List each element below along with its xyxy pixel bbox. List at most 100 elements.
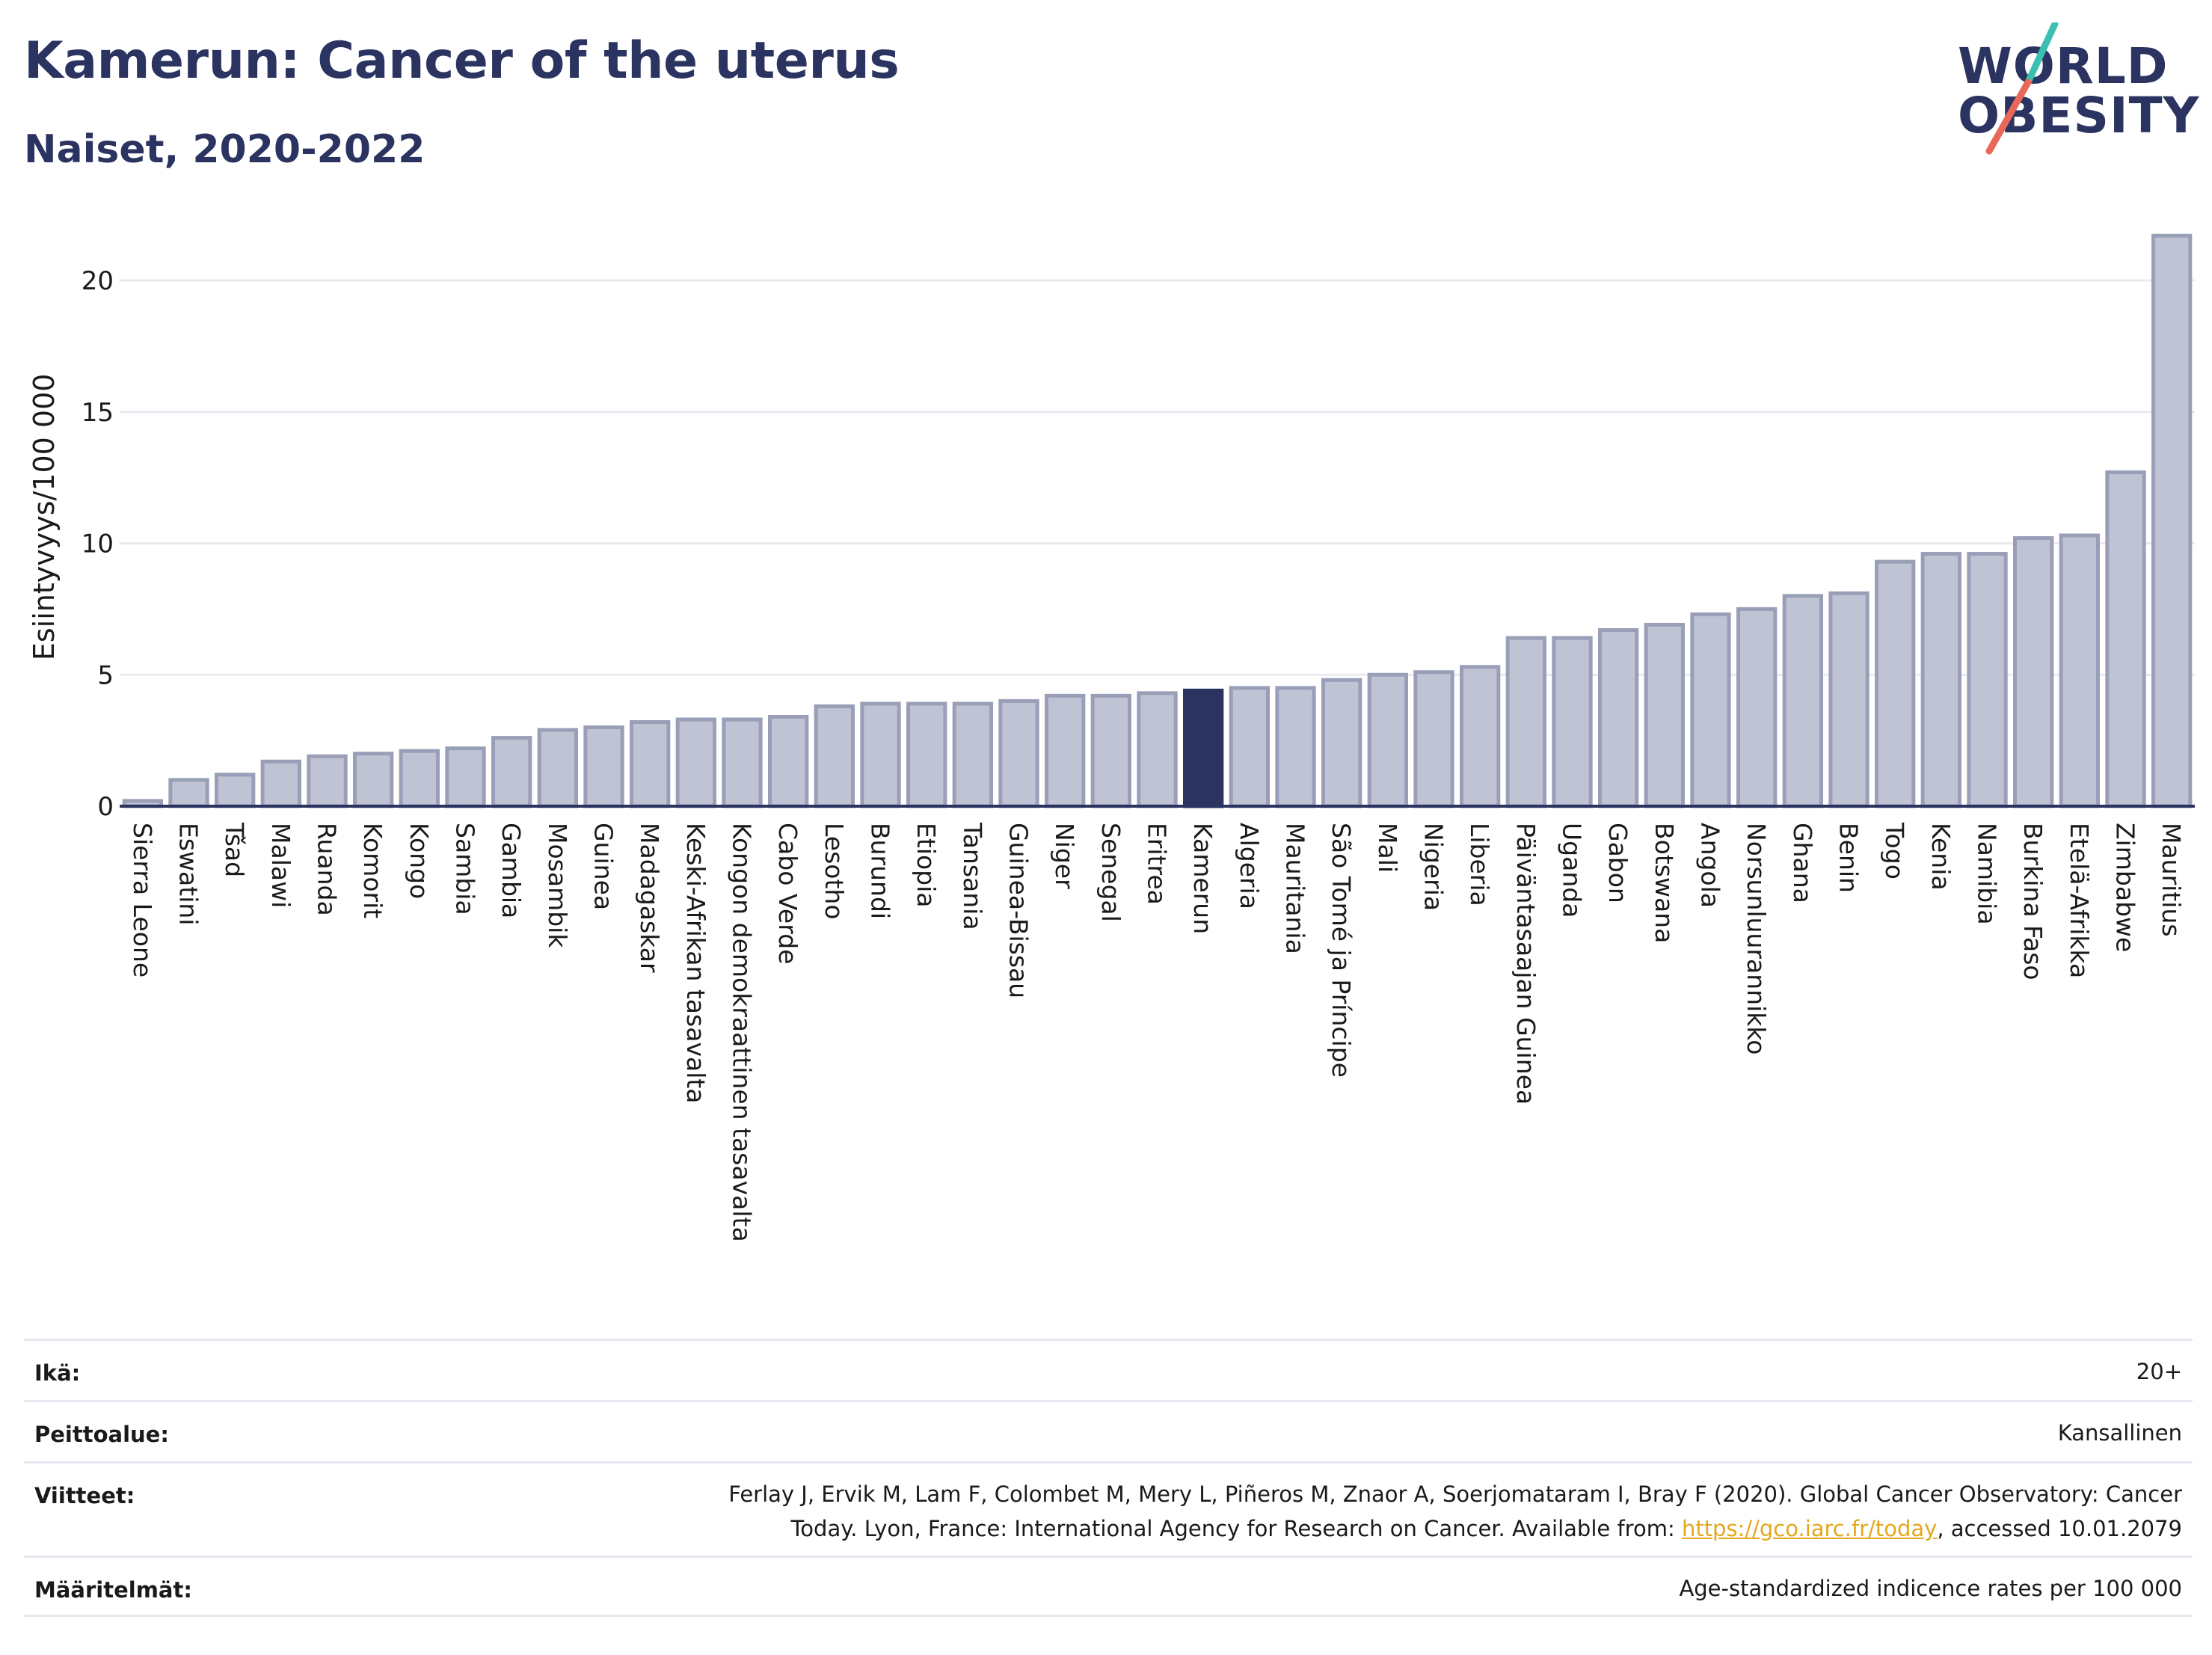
bar <box>1045 693 1086 808</box>
bar <box>1967 552 2008 808</box>
y-axis-label: Esiintyvyys/100 000 <box>28 374 61 661</box>
x-tick-label: Burkina Faso <box>2018 823 2047 980</box>
bar <box>1782 594 1824 808</box>
bar <box>1229 686 1270 808</box>
x-tick-label: Nigeria <box>1419 823 1448 911</box>
references-line-2-post: , accessed 10.01.2079 <box>1937 1516 2182 1541</box>
x-tick-label: Algeria <box>1235 823 1264 909</box>
x-tick-label: Gambia <box>497 823 526 918</box>
bar <box>353 752 394 808</box>
meta-row-definitions: Määritelmät: Age-standardized indicence … <box>24 1556 2193 1617</box>
metadata-table: Ikä: 20+ Peittoalue: Kansallinen Viittee… <box>24 1339 2193 1617</box>
world-obesity-logo: WORLD OBESITY <box>1944 22 2199 157</box>
age-value: 20+ <box>2136 1359 2182 1384</box>
x-tick-label: Cabo Verde <box>773 823 802 964</box>
logo-line-1: WORLD <box>1958 37 2169 95</box>
bar <box>1875 559 1916 808</box>
bar <box>215 773 256 808</box>
x-tick-label: Eswatini <box>174 823 203 925</box>
bar <box>2151 233 2193 808</box>
x-tick-label: Malawi <box>266 823 295 908</box>
bar <box>1920 552 1962 808</box>
references-label: Viitteet: <box>34 1483 135 1508</box>
x-tick-label: Mali <box>1373 823 1402 873</box>
bar <box>491 736 532 808</box>
x-tick-label: Lesotho <box>820 823 849 920</box>
x-tick-label: Angola <box>1696 823 1725 908</box>
x-tick-label: Madagaskar <box>635 823 664 973</box>
bar <box>1460 665 1501 808</box>
x-tick-label: Zimbabwe <box>2111 823 2140 952</box>
x-tick-label: Komorit <box>358 823 387 918</box>
x-tick-label: Ruanda <box>313 823 342 916</box>
y-tick-label: 10 <box>82 529 114 559</box>
bar <box>1828 591 1870 808</box>
definitions-label: Määritelmät: <box>34 1577 192 1603</box>
references-line-1: Ferlay J, Ervik M, Lam F, Colombet M, Me… <box>728 1481 2182 1507</box>
x-tick-label: Kamerun <box>1188 823 1217 934</box>
y-tick-label: 15 <box>82 398 114 428</box>
bar <box>860 701 901 808</box>
bar <box>1644 622 1686 808</box>
x-tick-label: Päiväntasaajan Guinea <box>1511 823 1540 1105</box>
bar <box>399 749 440 808</box>
y-tick-label: 20 <box>82 266 114 296</box>
meta-row-references: Viitteet: Ferlay J, Ervik M, Lam F, Colo… <box>24 1461 2193 1556</box>
x-tick-label: Togo <box>1880 822 1909 879</box>
bar <box>1275 686 1316 808</box>
x-tick-label: Eritrea <box>1143 823 1172 905</box>
bar <box>1736 607 1778 808</box>
x-tick-label: Tšad <box>220 822 249 877</box>
coverage-value: Kansallinen <box>2057 1420 2182 1446</box>
references-line-2: Today. Lyon, France: International Agenc… <box>728 1511 2182 1546</box>
x-tick-label: Sambia <box>451 823 480 915</box>
bar <box>952 701 993 808</box>
bar <box>630 720 671 808</box>
bar <box>2059 533 2101 808</box>
y-tick-label: 5 <box>97 660 114 690</box>
x-tick-label: Namibia <box>1973 823 2002 925</box>
logo-slash-icon <box>1985 22 2059 155</box>
x-tick-label: Sierra Leone <box>128 823 157 977</box>
bar <box>1183 688 1224 808</box>
x-tick-label: Etiopia <box>912 823 941 908</box>
references-line-2-pre: Today. Lyon, France: International Agenc… <box>790 1516 1682 1541</box>
x-tick-label: Mauritania <box>1281 823 1310 954</box>
x-tick-label: Kongon demokraattinen tasavalta <box>728 823 757 1242</box>
x-tick-label: Kongo <box>405 823 434 899</box>
bar <box>906 701 947 808</box>
age-label: Ikä: <box>34 1360 81 1386</box>
bar <box>768 714 809 808</box>
gco-link[interactable]: https://gco.iarc.fr/today <box>1681 1516 1938 1541</box>
bar <box>260 759 301 808</box>
chart-subtitle: Naiset, 2020-2022 <box>24 127 425 172</box>
x-tick-label: Senegal <box>1096 823 1125 922</box>
meta-row-age: Ikä: 20+ <box>24 1339 2193 1400</box>
bar <box>1690 612 1731 808</box>
bar <box>1413 670 1454 808</box>
x-tick-label: Mosambik <box>543 823 572 948</box>
bar <box>998 698 1039 808</box>
x-tick-label: São Tomé ja Príncipe <box>1327 823 1356 1078</box>
x-tick-label: Niger <box>1050 823 1079 889</box>
x-tick-label: Etelä-Afrikka <box>2065 823 2094 978</box>
references-value: Ferlay J, Ervik M, Lam F, Colombet M, Me… <box>728 1477 2182 1546</box>
y-tick-label: 0 <box>97 792 114 822</box>
x-tick-label: Norsunluurannikko <box>1742 823 1771 1055</box>
definitions-value: Age-standardized indicence rates per 100… <box>1679 1576 2182 1601</box>
x-tick-label: Benin <box>1834 823 1864 893</box>
x-tick-label: Ghana <box>1788 823 1817 903</box>
meta-row-coverage: Peittoalue: Kansallinen <box>24 1400 2193 1461</box>
x-tick-label: Mauritius <box>2157 823 2186 937</box>
bar <box>2013 535 2054 808</box>
x-tick-label: Liberia <box>1465 823 1494 906</box>
x-tick-label: Kenia <box>1926 823 1956 891</box>
bar-chart: 0 5 10 15 20 Esiintyvyys/100 000 Sierra Leone E… <box>28 233 2195 1242</box>
bar <box>1090 693 1131 808</box>
bar <box>814 704 855 808</box>
chart-title: Kamerun: Cancer of the uterus <box>24 31 900 90</box>
bar <box>1552 636 1593 808</box>
x-tick-label: Uganda <box>1558 823 1587 918</box>
bar <box>1505 636 1546 808</box>
coverage-label: Peittoalue: <box>34 1422 169 1447</box>
